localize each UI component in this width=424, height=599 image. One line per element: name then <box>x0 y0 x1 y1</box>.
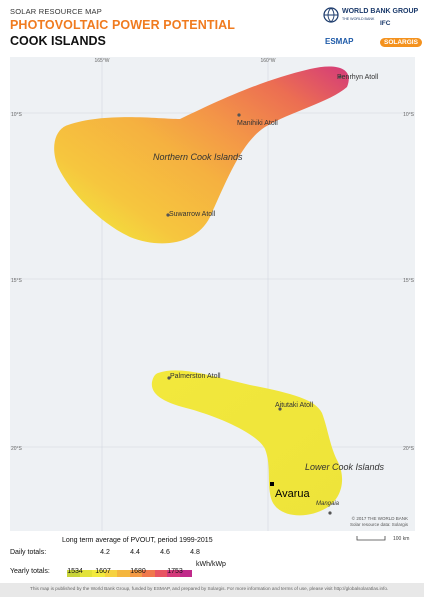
lon-label-160w: 160°W <box>260 58 275 64</box>
label-palmerston-atoll: Palmerston Atoll <box>170 373 221 380</box>
country-name: COOK ISLANDS <box>10 34 106 48</box>
label-mangaia: Mangaia <box>316 501 340 507</box>
map-type-label: SOLAR RESOURCE MAP <box>10 7 102 16</box>
scale-bar: 100 km <box>356 536 409 542</box>
map-copyright: © 2017 THE WORLD BANK <box>352 515 408 521</box>
ifc-logo[interactable]: IFC <box>380 20 391 27</box>
suwarrow-atoll-dot[interactable] <box>166 213 170 217</box>
mangaia-dot[interactable] <box>328 511 332 515</box>
yearly-value-3: 1680 <box>130 568 146 575</box>
manihiki-atoll-dot[interactable] <box>237 113 241 117</box>
world-bank-group-text: WORLD BANK GROUP <box>342 8 419 15</box>
label-northern-cook-islands: Northern Cook Islands <box>153 152 243 162</box>
legend-swatch <box>167 570 180 577</box>
label-penrhyn-atoll: Penrhyn Atoll <box>337 74 379 81</box>
label-capital-avarua: Avarua <box>275 488 311 500</box>
legend-swatch <box>154 570 167 577</box>
legend-swatch <box>179 570 192 577</box>
esmap-logo[interactable]: ESMAP <box>325 37 354 46</box>
footer-text: This map is published by the World Bank … <box>30 586 389 591</box>
legend-swatch <box>92 570 105 577</box>
lat-label-right-20s: 20°S <box>403 446 415 452</box>
aitutaki-atoll-dot[interactable] <box>278 407 282 411</box>
daily-value-3: 4.6 <box>160 549 170 556</box>
lower-cook-islands-region[interactable] <box>151 370 343 516</box>
legend-swatch <box>117 570 130 577</box>
page-title: PHOTOVOLTAIC POWER POTENTIAL <box>10 18 236 32</box>
daily-value-2: 4.4 <box>130 549 140 556</box>
yearly-value-4: 1753 <box>167 568 183 575</box>
capital-marker[interactable] <box>270 482 274 486</box>
legend-title: Long term average of PVOUT, period 1999-… <box>62 537 213 544</box>
lat-label-right-10s: 10°S <box>403 112 415 118</box>
legend-swatch <box>104 570 117 577</box>
lat-label-left-10s: 10°S <box>11 112 23 118</box>
lat-label-left-15s: 15°S <box>11 278 23 284</box>
label-aitutaki-atoll: Aitutaki Atoll <box>275 402 314 409</box>
world-bank-sub-text: THE WORLD BANK <box>342 17 375 21</box>
lat-label-right-15s: 15°S <box>403 278 415 284</box>
legend-swatch <box>79 570 92 577</box>
label-manihiki-atoll: Manihiki Atoll <box>237 120 278 127</box>
legend-swatch <box>67 570 80 577</box>
lat-label-left-20s: 20°S <box>11 446 23 452</box>
label-suwarrow-atoll: Suwarrow Atoll <box>169 211 216 218</box>
map-canvas[interactable]: 165°W 160°W 10°S 15°S 20°S 10°S 15°S 20°… <box>10 57 415 531</box>
palmerston-atoll-dot[interactable] <box>167 376 171 380</box>
daily-value-1: 4.2 <box>100 549 110 556</box>
legend-swatch <box>129 570 142 577</box>
penrhyn-atoll-dot[interactable] <box>338 75 342 79</box>
scale-label: 100 km <box>393 536 409 542</box>
label-lower-cook-islands: Lower Cook Islands <box>305 462 385 472</box>
northern-cook-islands-region[interactable] <box>54 66 349 244</box>
yearly-totals-label: Yearly totals: <box>10 568 50 575</box>
daily-value-4: 4.8 <box>190 549 200 556</box>
footer: This map is published by the World Bank … <box>0 583 424 597</box>
world-bank-logo[interactable]: WORLD BANK GROUP THE WORLD BANK <box>323 6 418 32</box>
lon-label-165w: 165°W <box>94 58 109 64</box>
solargis-logo[interactable]: SOLARGIS <box>380 38 422 47</box>
legend-color-scale <box>67 570 192 577</box>
globe-icon <box>323 7 339 23</box>
daily-totals-label: Daily totals: <box>10 549 47 556</box>
map-source: Solar resource data: Solargis <box>350 522 409 527</box>
legend-swatch <box>142 570 155 577</box>
daily-unit: kWh/kWp <box>196 561 226 568</box>
yearly-value-2: 1607 <box>95 568 111 575</box>
yearly-value-1: 1534 <box>67 568 83 575</box>
